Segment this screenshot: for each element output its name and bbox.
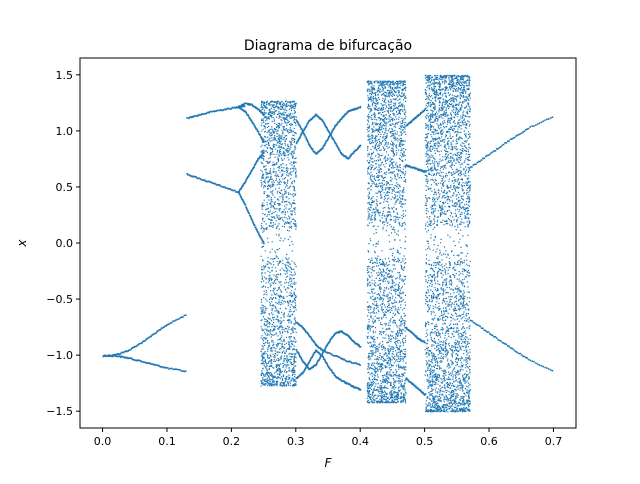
chaotic-region-2: [424, 74, 471, 413]
branch-points-4: [237, 105, 265, 143]
branch-points-7: [237, 191, 265, 245]
x-tick-label: 0.3: [287, 435, 305, 448]
x-tick-label: 0.6: [480, 435, 498, 448]
branch-4: [237, 105, 265, 143]
branch-points-16: [405, 377, 426, 396]
branch-0: [102, 314, 187, 358]
branch-points-13: [405, 108, 426, 127]
y-tick-label: 0.0: [56, 237, 74, 250]
branch-11: [295, 349, 362, 391]
branch-points-0: [102, 314, 187, 358]
branch-points-10: [295, 330, 362, 371]
y-tick-label: 0.5: [56, 181, 74, 194]
branch-12: [295, 321, 361, 366]
chart-title: Diagrama de bifurcação: [244, 38, 412, 54]
y-tick-label: −1.5: [46, 405, 73, 418]
branch-points-6: [237, 151, 265, 193]
branch-3: [186, 172, 239, 194]
branch-points-11: [295, 349, 362, 391]
x-tick-label: 0.0: [94, 435, 112, 448]
branch-16: [405, 377, 426, 396]
branch-10: [295, 330, 362, 371]
branch-18: [469, 319, 554, 372]
y-axis-label: x: [15, 239, 29, 248]
chaotic-region-0: [260, 100, 297, 387]
branch-points-1: [102, 354, 187, 373]
branch-17: [469, 116, 554, 168]
y-tick-label: −1.0: [46, 349, 73, 362]
y-tick-label: 1.5: [56, 69, 74, 82]
branch-14: [405, 164, 426, 173]
branch-1: [102, 354, 187, 373]
branch-13: [405, 108, 426, 127]
branch-points-12: [295, 321, 361, 366]
x-tick-label: 0.7: [545, 435, 563, 448]
branch-5: [237, 102, 265, 116]
x-tick-label: 0.1: [158, 435, 176, 448]
data-points: [102, 74, 554, 413]
branch-points-5: [237, 102, 265, 116]
branch-points-3: [186, 172, 239, 194]
x-ticks: 0.0 0.1 0.2 0.3 0.4 0.5 0.6 0.7: [94, 428, 562, 448]
branch-points-17: [469, 116, 554, 168]
chaotic-region-1: [366, 80, 407, 404]
x-tick-label: 0.4: [351, 435, 369, 448]
branch-points-14: [405, 164, 426, 173]
branch-7: [237, 191, 265, 245]
y-ticks: −1.5 −1.0 −0.5 0.0 0.5 1.0 1.5: [46, 69, 80, 418]
branch-15: [405, 326, 426, 344]
branch-6: [237, 151, 265, 193]
axes-frame: [79, 57, 577, 429]
x-tick-label: 0.5: [416, 435, 434, 448]
branch-points-18: [469, 319, 554, 372]
branch-points-2: [186, 104, 246, 120]
x-tick-label: 0.2: [223, 435, 241, 448]
branch-2: [186, 104, 246, 120]
branch-points-15: [405, 326, 426, 344]
y-tick-label: −0.5: [46, 293, 73, 306]
x-axis-label: F: [325, 456, 333, 470]
y-tick-label: 1.0: [56, 125, 74, 138]
